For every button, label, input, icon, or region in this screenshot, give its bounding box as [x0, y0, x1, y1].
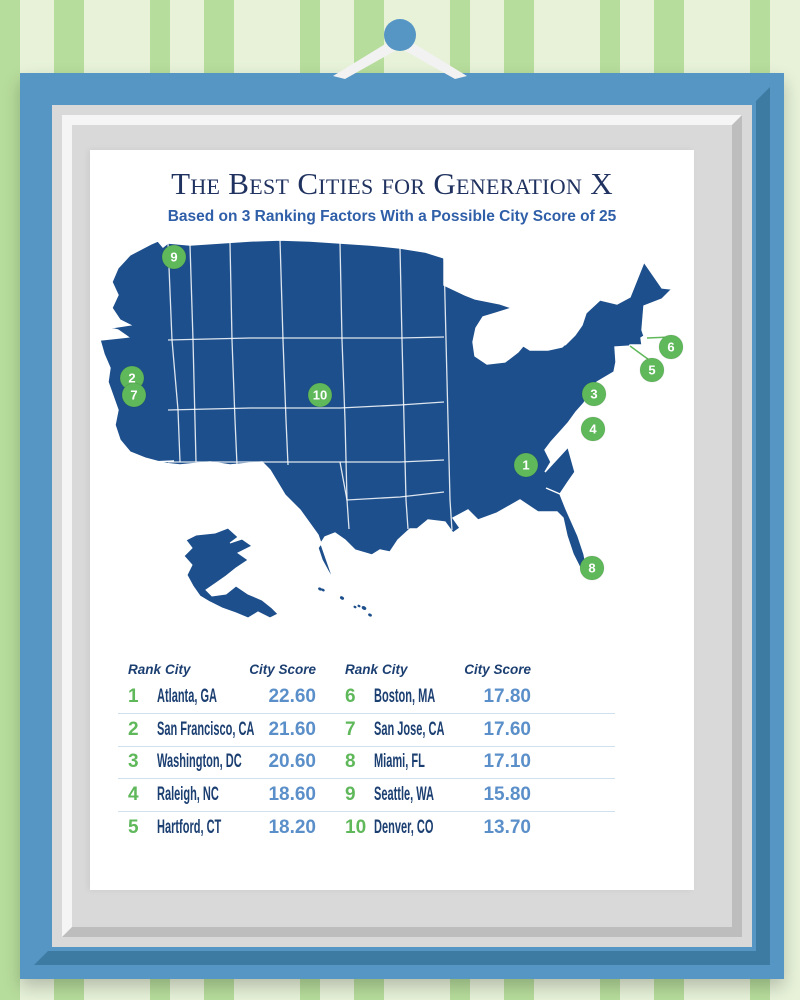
svg-text:8: 8 [588, 561, 595, 576]
svg-text:1: 1 [522, 458, 529, 473]
svg-text:4: 4 [589, 422, 597, 437]
svg-text:10: 10 [313, 388, 327, 403]
svg-text:3: 3 [590, 387, 597, 402]
svg-text:5: 5 [648, 363, 655, 378]
svg-text:6: 6 [667, 340, 674, 355]
svg-text:9: 9 [170, 250, 177, 265]
svg-text:7: 7 [130, 388, 137, 403]
